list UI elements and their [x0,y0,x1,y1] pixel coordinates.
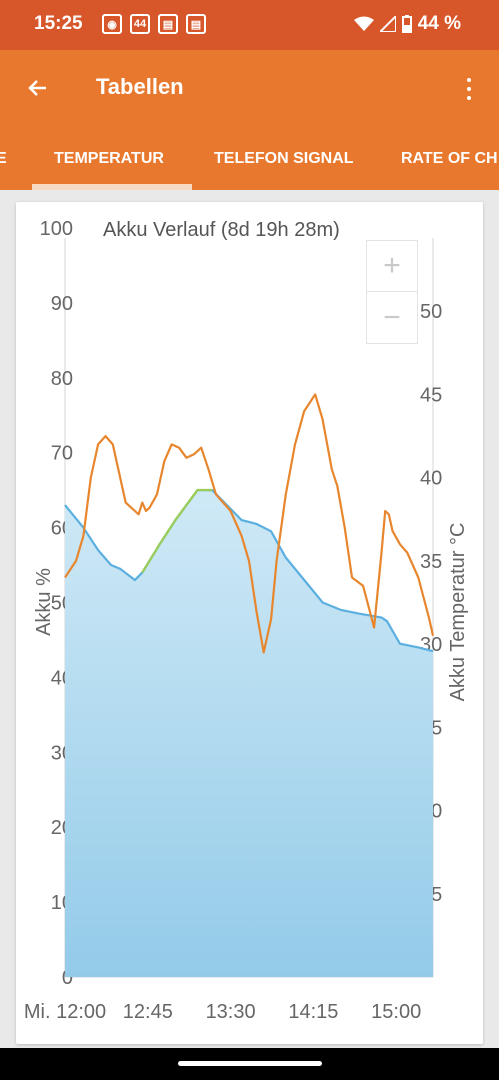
y-left-tick-label: 80 [51,368,73,390]
y-left-axis-label: Akku % [33,568,55,636]
app-bar: Tabellen [0,50,499,128]
x-tick-label: 14:15 [288,1001,338,1023]
x-tick-label: Mi. 12:00 [24,1001,106,1023]
zoom-in-button[interactable]: + [367,241,417,292]
wifi-icon [353,16,374,31]
arrow-back-icon [28,80,46,96]
y-right-tick-label: 35 [420,551,442,573]
more-vert-icon [467,78,471,82]
notification-icons: ◉ 44 ▤ ▤ [102,14,206,34]
notification-icon-1: ◉ [102,14,122,34]
y-left-tick-label: 90 [51,293,73,315]
temperature-line [64,393,435,654]
charging-line [141,488,213,574]
tab-indicator [32,184,192,190]
battery-icon [401,15,412,33]
zoom-out-button[interactable]: − [383,300,401,334]
status-time: 15:25 [34,13,83,34]
y-left-tick-label: 100 [40,218,73,240]
battery-area [65,490,433,977]
status-right: 44 % [353,13,461,35]
calendar-icon: ▤ [186,14,206,34]
x-tick-label: 12:45 [123,1001,173,1023]
x-tick-label: 13:30 [206,1001,256,1023]
overflow-menu-button[interactable] [459,74,479,104]
y-left-tick-label: 70 [51,443,73,465]
tab-telefon-signal[interactable]: TELEFON SIGNAL [214,150,354,167]
tab-temperatur[interactable]: TEMPERATUR [54,150,164,167]
zoom-controls: + − [366,240,418,344]
tab-rate-of-change[interactable]: RATE OF CH [401,150,498,167]
signal-icon [379,16,396,32]
chart-title: Akku Verlauf (8d 19h 28m) [103,219,340,241]
tab-prev[interactable]: E [0,150,7,167]
y-right-axis-label: Akku Temperatur °C [447,523,469,702]
x-tick-label: 15:00 [371,1001,421,1023]
page-title: Tabellen [96,74,184,99]
back-button[interactable] [22,72,54,104]
battery-percent: 44 % [417,13,461,34]
status-bar: 15:25 ◉ 44 ▤ ▤ 44 % [0,0,499,50]
notification-icon-44: 44 [130,14,150,34]
calendar-icon: ▤ [158,14,178,34]
y-left-tick-label: 0 [62,967,73,989]
y-right-tick-label: 50 [420,301,442,323]
y-right-tick-label: 45 [420,384,442,406]
chart-card: Akku Verlauf (8d 19h 28m) 0 10 20 30 40 50 60 70… [16,202,483,1044]
battery-chart[interactable]: Akku Verlauf (8d 19h 28m)010203040506070… [16,202,483,1044]
tab-bar: E TEMPERATUR TELEFON SIGNAL RATE OF CH [0,128,499,190]
y-right-tick-label: 40 [420,468,442,490]
home-handle[interactable] [178,1061,322,1066]
